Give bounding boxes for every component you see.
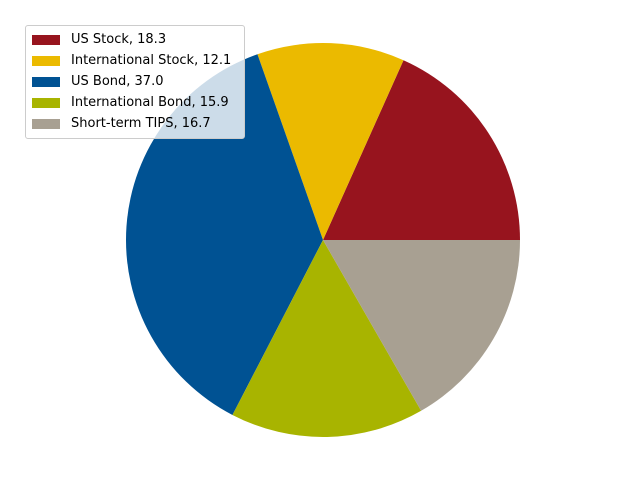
chart-legend: US Stock, 18.3 International Stock, 12.1…: [25, 25, 245, 139]
pie-slice-us-bond: [125, 54, 323, 415]
legend-label-short-term-tips: Short-term TIPS, 16.7: [71, 116, 211, 131]
pie-slice-us-stock: [323, 60, 520, 241]
legend-swatch-international-bond: [32, 97, 60, 108]
legend-item-short-term-tips: Short-term TIPS, 16.7: [26, 113, 244, 134]
legend-label-us-stock: US Stock, 18.3: [71, 32, 167, 47]
pie-slice-international-bond: [232, 240, 422, 437]
legend-label-us-bond: US Bond, 37.0: [71, 74, 164, 89]
legend-swatch-international-stock: [32, 55, 60, 66]
legend-label-international-stock: International Stock, 12.1: [71, 53, 232, 68]
legend-item-us-stock: US Stock, 18.3: [26, 29, 244, 50]
legend-item-international-stock: International Stock, 12.1: [26, 50, 244, 71]
legend-label-international-bond: International Bond, 15.9: [71, 95, 229, 110]
legend-swatch-us-stock: [32, 34, 60, 45]
legend-item-international-bond: International Bond, 15.9: [26, 92, 244, 113]
pie-slice-short-term-tips: [323, 240, 520, 411]
legend-swatch-us-bond: [32, 76, 60, 87]
pie-slice-international-stock: [257, 42, 404, 241]
legend-item-us-bond: US Bond, 37.0: [26, 71, 244, 92]
legend-swatch-short-term-tips: [32, 118, 60, 129]
